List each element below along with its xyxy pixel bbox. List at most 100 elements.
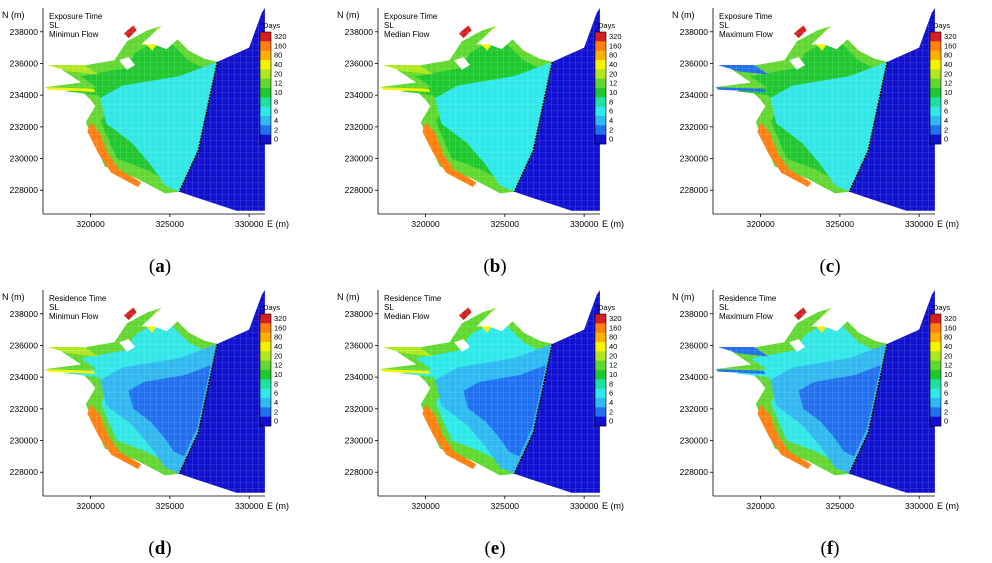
y-tick-label: 236000 xyxy=(680,340,709,350)
colorbar-frame xyxy=(594,313,607,427)
colorbar-label: 40 xyxy=(609,60,617,69)
y-tick-label: 234000 xyxy=(345,90,374,100)
y-tick-label: 234000 xyxy=(10,372,39,382)
colorbar-swatch xyxy=(260,60,271,70)
colorbar-swatch xyxy=(595,370,606,380)
colorbar-swatch xyxy=(930,360,941,371)
colorbar-label: 160 xyxy=(609,41,622,50)
y-axis-label: N (m) xyxy=(337,10,360,20)
y-tick-label: 228000 xyxy=(680,467,709,477)
colorbar-label: 20 xyxy=(609,351,617,360)
mesh-grid xyxy=(43,8,265,214)
colorbar-frame xyxy=(259,31,272,145)
colorbar-label: 40 xyxy=(944,60,952,69)
y-tick-label: 230000 xyxy=(10,154,39,164)
x-tick-label: 320000 xyxy=(746,219,775,229)
colorbar-label: 40 xyxy=(274,342,282,351)
colorbar-swatch xyxy=(260,78,271,89)
colorbar-swatch xyxy=(260,50,271,61)
colorbar-label: 0 xyxy=(609,417,613,426)
panel-caption-letter: d xyxy=(154,538,166,559)
colorbar-swatch xyxy=(260,32,271,42)
colorbar-swatch xyxy=(930,41,941,51)
colorbar-swatch xyxy=(930,351,941,361)
colorbar-label: 8 xyxy=(609,379,613,388)
panel-caption: (b) xyxy=(483,256,507,277)
y-tick-label: 238000 xyxy=(10,27,39,37)
colorbar-swatch xyxy=(595,407,606,417)
colorbar-label: 2 xyxy=(944,407,948,416)
x-axis-label: E (m) xyxy=(937,501,959,511)
panel-title-line: Exposure Time xyxy=(719,12,773,21)
colorbar-label: 0 xyxy=(944,135,948,144)
x-tick-label: 330000 xyxy=(570,501,599,511)
colorbar-swatch xyxy=(930,332,941,343)
colorbar-swatch xyxy=(930,388,941,399)
panel-title-line: Median Flow xyxy=(384,30,430,39)
colorbar-label: 0 xyxy=(609,135,613,144)
panel-title-line: Minimun Flow xyxy=(49,312,99,321)
colorbar-swatch xyxy=(595,351,606,361)
colorbar-swatch xyxy=(930,407,941,417)
map-chart: 2380002360002340002320002300002280003200… xyxy=(672,290,959,511)
colorbar-swatch xyxy=(260,97,271,107)
colorbar-title: Days xyxy=(263,21,280,30)
colorbar-swatch xyxy=(930,88,941,98)
colorbar-label: 80 xyxy=(609,51,617,60)
colorbar-label: 20 xyxy=(944,69,952,78)
x-axis-label: E (m) xyxy=(602,219,624,229)
panel-title-line: Residence Time xyxy=(384,294,442,303)
colorbar-label: 2 xyxy=(944,125,948,134)
colorbar-label: 80 xyxy=(274,51,282,60)
y-tick-label: 234000 xyxy=(680,372,709,382)
y-axis-label: N (m) xyxy=(672,10,695,20)
colorbar-swatch xyxy=(930,416,941,427)
y-tick-label: 232000 xyxy=(10,404,39,414)
panel-caption-letter: f xyxy=(826,538,834,559)
colorbar-label: 4 xyxy=(274,116,278,125)
colorbar-label: 20 xyxy=(609,69,617,78)
colorbar-swatch xyxy=(930,342,941,352)
x-tick-label: 320000 xyxy=(76,501,105,511)
y-tick-label: 232000 xyxy=(345,122,374,132)
panel-caption-letter: e xyxy=(490,538,500,559)
colorbar-swatch xyxy=(595,134,606,145)
panel-caption-letter: c xyxy=(825,256,835,277)
y-tick-label: 238000 xyxy=(345,309,374,319)
colorbar-swatch xyxy=(260,134,271,145)
y-tick-label: 232000 xyxy=(10,122,39,132)
panel-e: 238000 236000 234000 232000 230000 228000 3200… xyxy=(335,290,655,560)
y-tick-label: 232000 xyxy=(345,404,374,414)
colorbar-label: 2 xyxy=(609,125,613,134)
x-axis-label: E (m) xyxy=(267,501,289,511)
map-chart: 2380002360002340002320002300002280003200… xyxy=(2,290,289,511)
colorbar-label: 40 xyxy=(944,342,952,351)
x-tick-label: 320000 xyxy=(411,501,440,511)
panel-title-line: Residence Time xyxy=(719,294,777,303)
boundary-line xyxy=(178,343,219,475)
colorbar-label: 10 xyxy=(609,88,617,97)
colorbar-label: 12 xyxy=(944,79,952,88)
colorbar-swatch xyxy=(595,314,606,324)
colorbar-swatch xyxy=(595,32,606,42)
colorbar-label: 320 xyxy=(609,314,622,323)
panel-c: 238000 236000 234000 232000 230000 228000 3200… xyxy=(670,8,990,278)
y-tick-label: 230000 xyxy=(345,436,374,446)
colorbar-label: 320 xyxy=(274,32,287,41)
colorbar-swatch xyxy=(260,398,271,408)
colorbar-label: 4 xyxy=(274,398,278,407)
colorbar-swatch xyxy=(595,360,606,371)
colorbar-label: 20 xyxy=(274,351,282,360)
colorbar-title: Days xyxy=(933,303,950,312)
colorbar-swatch xyxy=(260,351,271,361)
colorbar-label: 160 xyxy=(274,323,287,332)
y-tick-label: 228000 xyxy=(680,185,709,195)
y-tick-label: 228000 xyxy=(10,185,39,195)
colorbar-swatch xyxy=(595,323,606,333)
colorbar-label: 320 xyxy=(944,32,957,41)
colorbar-label: 20 xyxy=(944,351,952,360)
panel-title-line: Maximum Flow xyxy=(719,30,773,39)
panel-title-line: Residence Time xyxy=(49,294,107,303)
x-tick-label: 330000 xyxy=(905,501,934,511)
colorbar-label: 0 xyxy=(944,417,948,426)
